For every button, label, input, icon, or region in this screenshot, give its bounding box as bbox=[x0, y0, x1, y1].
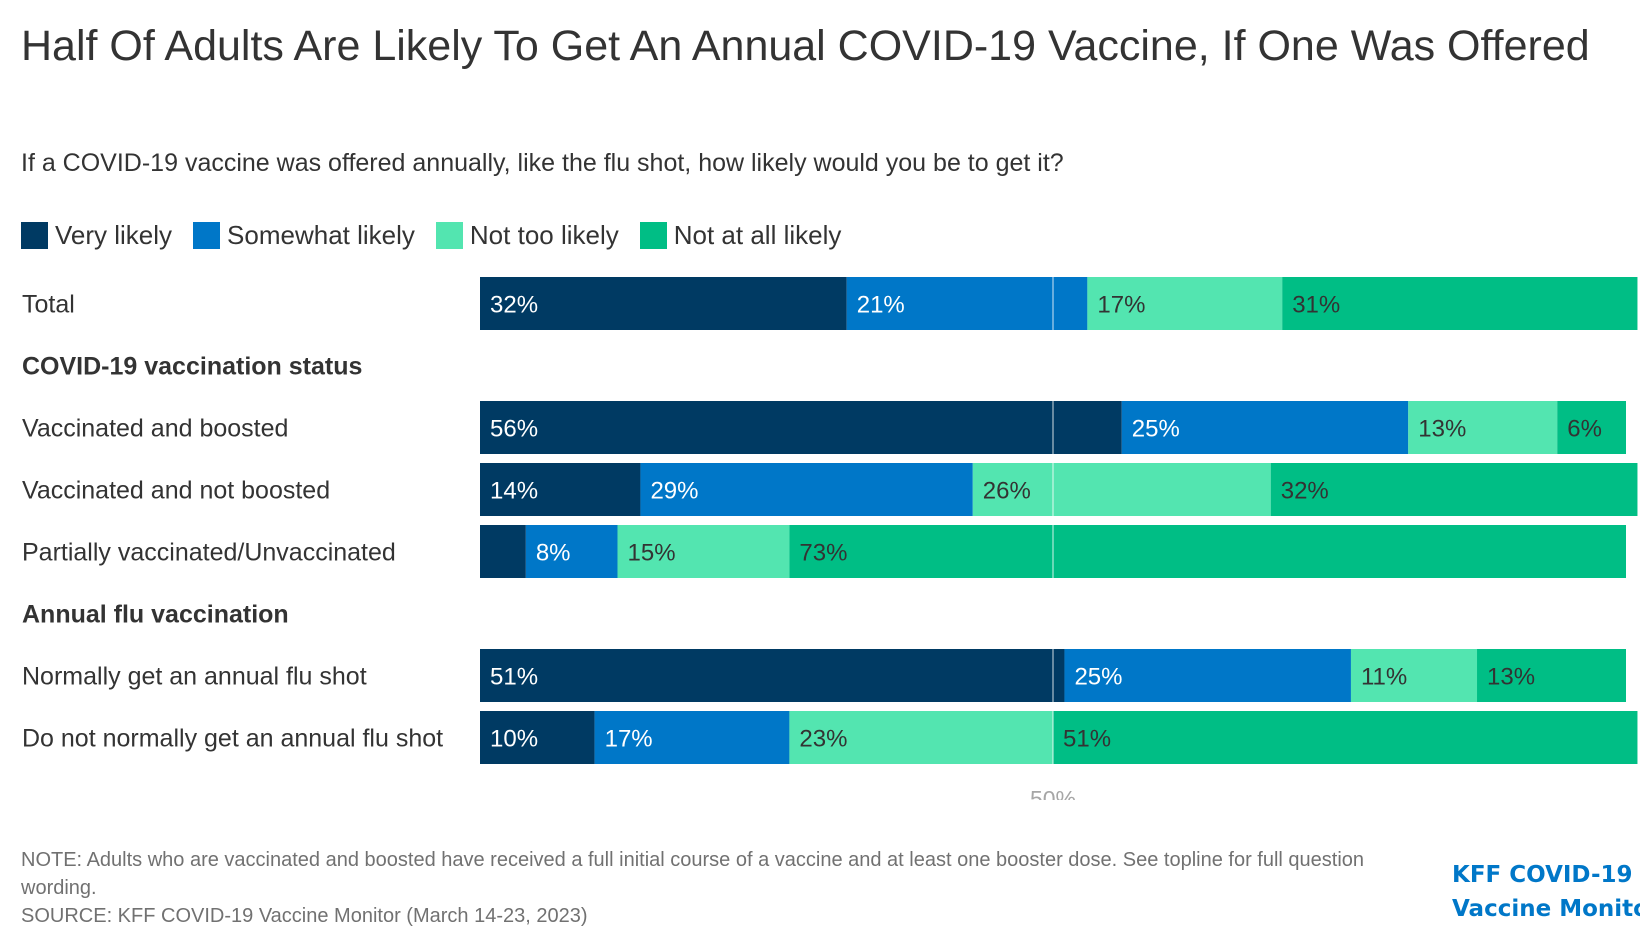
data-label: 31% bbox=[1292, 292, 1340, 319]
bar-segment bbox=[1350, 649, 1478, 702]
data-label: 73% bbox=[799, 540, 847, 567]
data-label: 25% bbox=[1074, 664, 1122, 691]
data-label: 51% bbox=[490, 664, 538, 691]
legend-swatch-not-too-likely bbox=[435, 221, 463, 249]
data-label: 23% bbox=[799, 726, 847, 753]
note-text: NOTE: Adults who are vaccinated and boos… bbox=[21, 849, 1365, 899]
group-header: COVID-19 vaccination status bbox=[22, 353, 362, 381]
data-label: 26% bbox=[983, 478, 1031, 505]
data-label: 13% bbox=[1487, 664, 1535, 691]
bar-segment bbox=[617, 525, 790, 578]
chart-title: Half Of Adults Are Likely To Get An Annu… bbox=[21, 22, 1590, 70]
legend-swatch-very-likely bbox=[21, 221, 48, 249]
row-label: Total bbox=[22, 291, 75, 319]
legend-item-not-at-all-likely[interactable]: Not at all likely bbox=[639, 219, 842, 251]
bar-segment bbox=[1121, 401, 1409, 454]
legend-label: Very likely bbox=[55, 219, 173, 250]
bar-segment bbox=[480, 463, 641, 516]
data-label: 15% bbox=[628, 540, 676, 567]
legend-item-somewhat-likely[interactable]: Somewhat likely bbox=[193, 220, 415, 251]
bar-segment bbox=[1270, 463, 1638, 516]
bar-segment bbox=[972, 463, 1271, 516]
bar-segment bbox=[1408, 401, 1558, 454]
data-label: 13% bbox=[1418, 416, 1466, 443]
data-label: 10% bbox=[490, 726, 538, 753]
data-label: 32% bbox=[490, 292, 538, 319]
data-label: 6% bbox=[1567, 416, 1602, 443]
bar-segment bbox=[789, 525, 1626, 578]
bar-segment bbox=[1064, 649, 1351, 702]
data-label: 56% bbox=[490, 416, 538, 443]
bar-segment bbox=[480, 525, 526, 578]
legend-label: Not at all likely bbox=[673, 219, 842, 250]
bar-segment bbox=[1477, 649, 1626, 702]
bar-segment bbox=[480, 649, 1065, 702]
kff-logo[interactable]: KFF COVID-19 Vaccine Monitor bbox=[1452, 858, 1640, 926]
legend-item-not-too-likely[interactable]: Not too likely bbox=[435, 219, 619, 251]
bar-segment bbox=[846, 277, 1088, 330]
bar-segment bbox=[1053, 711, 1638, 764]
data-label: 17% bbox=[1097, 292, 1145, 319]
legend-swatch-somewhat-likely bbox=[193, 221, 221, 249]
data-label: 17% bbox=[605, 726, 653, 753]
bar-segment bbox=[594, 711, 790, 764]
group-header: Annual flu vaccination bbox=[22, 601, 289, 629]
bar-segment bbox=[525, 525, 618, 578]
chart-subtitle: If a COVID-19 vaccine was offered annual… bbox=[21, 149, 1064, 177]
logo-line-2: Vaccine Monitor bbox=[1452, 896, 1640, 922]
reference-line-label: 50% bbox=[1030, 786, 1076, 800]
row-label: Do not normally get an annual flu shot bbox=[22, 725, 443, 753]
row-label: Partially vaccinated/Unvaccinated bbox=[22, 539, 396, 567]
row-label: Vaccinated and not boosted bbox=[22, 477, 330, 505]
legend: Very likely Somewhat likely Not too like… bbox=[21, 218, 862, 252]
source-text: SOURCE: KFF COVID-19 Vaccine Monitor (Ma… bbox=[21, 905, 588, 927]
data-label: 11% bbox=[1361, 664, 1407, 691]
data-label: 51% bbox=[1063, 726, 1111, 753]
chart-note: NOTE: Adults who are vaccinated and boos… bbox=[21, 846, 1421, 930]
legend-item-very-likely[interactable]: Very likely bbox=[21, 220, 172, 251]
bar-segment bbox=[480, 401, 1122, 454]
bar-segment bbox=[1557, 401, 1626, 454]
data-label: 25% bbox=[1132, 416, 1180, 443]
legend-label: Somewhat likely bbox=[227, 219, 415, 250]
bar-segment bbox=[1087, 277, 1283, 330]
bar-segment bbox=[640, 463, 973, 516]
logo-line-1: KFF COVID-19 bbox=[1452, 862, 1633, 888]
row-label: Normally get an annual flu shot bbox=[22, 663, 367, 691]
data-label: 21% bbox=[857, 292, 905, 319]
stacked-bar-chart: Total 32% 21% 17% 31% COVID-19 vaccination st… bbox=[22, 277, 1638, 800]
bar-segment bbox=[789, 711, 1053, 764]
bar-segment bbox=[480, 711, 595, 764]
data-label: 32% bbox=[1281, 478, 1329, 505]
data-label: 29% bbox=[650, 478, 698, 505]
bar-segment bbox=[1282, 277, 1638, 330]
legend-swatch-not-at-all-likely bbox=[639, 221, 667, 249]
bar-segment bbox=[480, 277, 847, 330]
data-label: 8% bbox=[536, 540, 571, 567]
row-label: Vaccinated and boosted bbox=[22, 415, 288, 443]
data-label: 14% bbox=[490, 478, 538, 505]
legend-label: Not too likely bbox=[469, 219, 619, 250]
